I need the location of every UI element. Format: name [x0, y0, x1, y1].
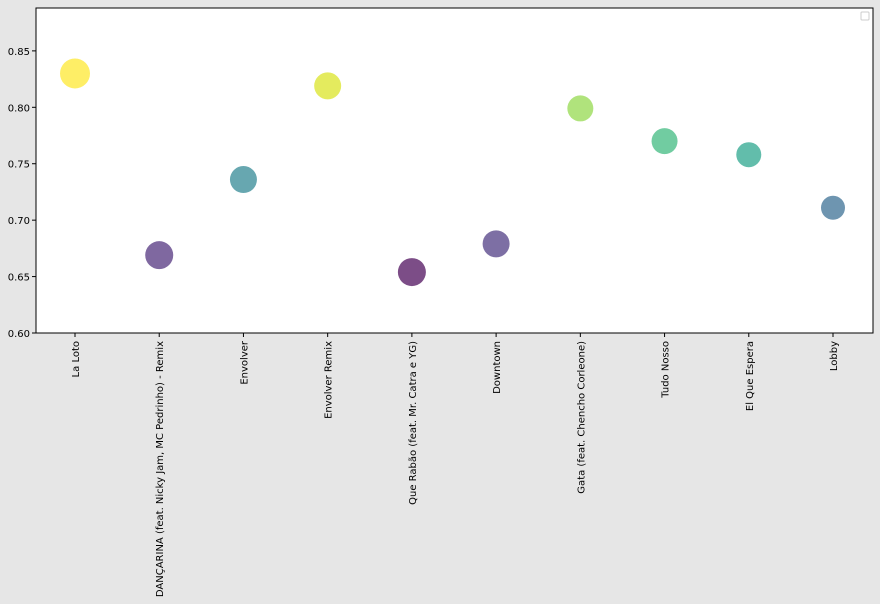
- y-tick-label: 0.85: [8, 47, 30, 58]
- data-points: [60, 58, 845, 287]
- x-tick-label: Downtown: [492, 341, 503, 394]
- x-tick-label: El Que Espera: [745, 341, 756, 411]
- y-tick-label: 0.70: [8, 216, 30, 227]
- y-tick-label: 0.80: [8, 103, 30, 114]
- data-point: [567, 95, 594, 122]
- x-tick-label: Envolver Remix: [324, 341, 335, 419]
- data-point: [397, 258, 426, 287]
- x-tick-label: Gata (feat. Chencho Corleone): [576, 341, 587, 494]
- x-tick-label: Que Rabão (feat. Mr. Catra e YG): [408, 341, 419, 505]
- x-axis: La Loto DANÇARINA (feat. Nicky Jam, MC Pe…: [71, 333, 840, 597]
- data-point: [229, 166, 257, 194]
- data-point: [736, 142, 762, 168]
- plot-area: [35, 7, 874, 334]
- x-tick-label: Lobby: [829, 341, 840, 371]
- y-axis: 0.60 0.65 0.70 0.75 0.80 0.85: [8, 47, 36, 340]
- data-point: [651, 128, 678, 155]
- y-tick-label: 0.75: [8, 160, 30, 171]
- legend-box: [860, 11, 870, 21]
- y-tick-label: 0.60: [8, 329, 30, 340]
- x-tick-label: Tudo Nosso: [661, 341, 672, 399]
- y-tick-label: 0.65: [8, 273, 30, 284]
- x-tick-label: La Loto: [71, 341, 82, 377]
- data-point: [821, 195, 845, 220]
- x-tick-label: DANÇARINA (feat. Nicky Jam, MC Pedrinho)…: [155, 341, 166, 597]
- data-point: [60, 58, 90, 89]
- data-point: [145, 241, 174, 270]
- x-tick-label: Envolver: [239, 340, 250, 385]
- data-point: [314, 72, 342, 100]
- data-point: [482, 230, 510, 258]
